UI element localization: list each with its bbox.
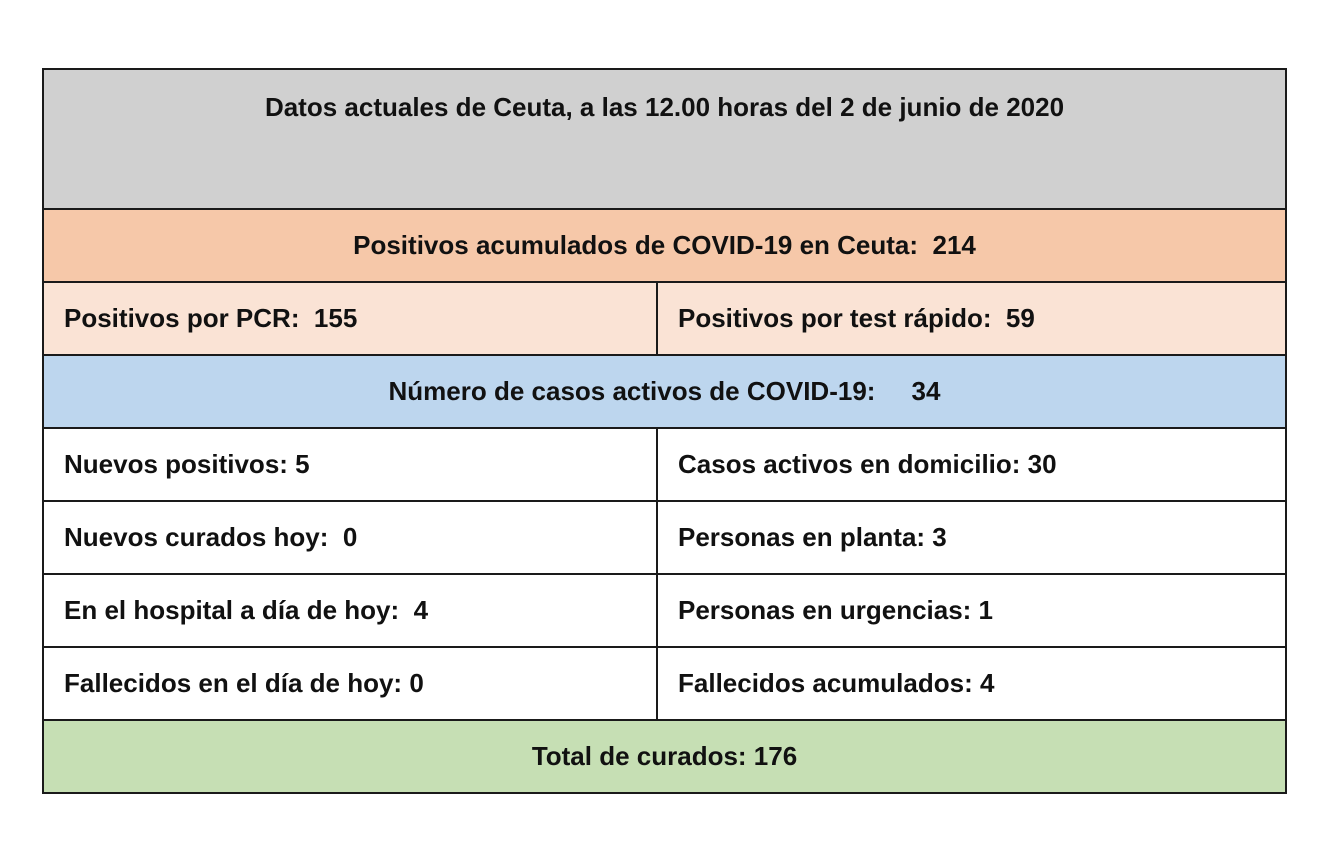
detail-row: Nuevos curados hoy: 0 Personas en planta…	[42, 500, 1287, 575]
ward-patients-cell: Personas en planta: 3	[656, 500, 1287, 575]
report-title: Datos actuales de Ceuta, a las 12.00 hor…	[42, 68, 1287, 210]
detail-row: Fallecidos en el día de hoy: 0 Fallecido…	[42, 646, 1287, 721]
detail-row: Nuevos positivos: 5 Casos activos en dom…	[42, 427, 1287, 502]
positives-header-row: Positivos acumulados de COVID-19 en Ceut…	[42, 208, 1287, 283]
emergency-patients-cell: Personas en urgencias: 1	[656, 573, 1287, 648]
active-cases-cell: Número de casos activos de COVID-19: 34	[42, 354, 1287, 429]
hospitalized-today-cell: En el hospital a día de hoy: 4	[42, 573, 658, 648]
active-header-row: Número de casos activos de COVID-19: 34	[42, 354, 1287, 429]
home-active-cases-cell: Casos activos en domicilio: 30	[656, 427, 1287, 502]
covid-report-table: Datos actuales de Ceuta, a las 12.00 hor…	[42, 68, 1287, 794]
deaths-today-cell: Fallecidos en el día de hoy: 0	[42, 646, 658, 721]
new-recovered-cell: Nuevos curados hoy: 0	[42, 500, 658, 575]
rapid-test-positives-cell: Positivos por test rápido: 59	[656, 281, 1287, 356]
positives-detail-row: Positivos por PCR: 155 Positivos por tes…	[42, 281, 1287, 356]
cumulative-deaths-cell: Fallecidos acumulados: 4	[656, 646, 1287, 721]
detail-row: En el hospital a día de hoy: 4 Personas …	[42, 573, 1287, 648]
new-positives-cell: Nuevos positivos: 5	[42, 427, 658, 502]
total-recovered-cell: Total de curados: 176	[42, 719, 1287, 794]
positives-total-cell: Positivos acumulados de COVID-19 en Ceut…	[42, 208, 1287, 283]
total-row: Total de curados: 176	[42, 719, 1287, 794]
title-row: Datos actuales de Ceuta, a las 12.00 hor…	[42, 68, 1287, 210]
pcr-positives-cell: Positivos por PCR: 155	[42, 281, 658, 356]
